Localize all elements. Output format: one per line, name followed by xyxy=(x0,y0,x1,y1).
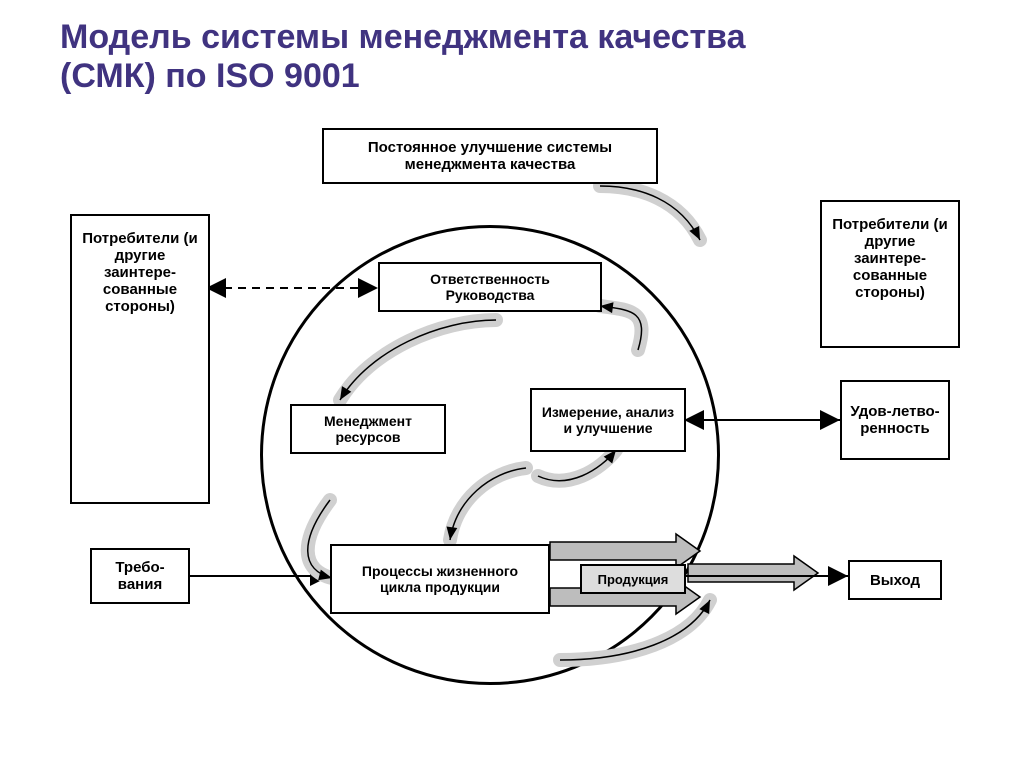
box-product: Продукция xyxy=(580,564,686,594)
box-lifecycle: Процессы жизненного цикла продукции xyxy=(330,544,550,614)
box-improvement: Постоянное улучшение системы менеджмента… xyxy=(322,128,658,184)
box-output: Выход xyxy=(848,560,942,600)
box-satisfaction: Удов-летво-ренность xyxy=(840,380,950,460)
box-resource-mgmt: Менеджмент ресурсов xyxy=(290,404,446,454)
box-consumers-left: Потребители (и другие заинтере-сованные … xyxy=(70,214,210,504)
box-consumers-right: Потребители (и другие заинтере-сованные … xyxy=(820,200,960,348)
box-requirements: Требо-вания xyxy=(90,548,190,604)
box-responsibility: Ответственность Руководства xyxy=(378,262,602,312)
box-measurement: Измерение, анализ и улучшение xyxy=(530,388,686,452)
